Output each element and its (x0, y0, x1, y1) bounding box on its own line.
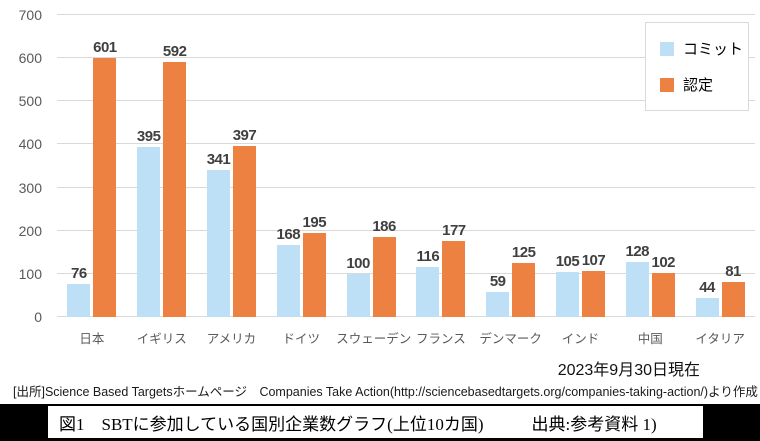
bar-value-label: 195 (302, 213, 327, 231)
bar-group: 116 177 (406, 15, 476, 317)
bar-value-label: 128 (625, 242, 650, 260)
bar-value-label: 105 (555, 252, 580, 270)
bar-commit: 168 (277, 226, 301, 317)
bar-certified: 107 (582, 252, 606, 317)
x-axis-label: インド (561, 332, 600, 346)
y-axis-tick-label: 700 (18, 7, 42, 23)
gridline (57, 57, 755, 59)
bar-certified: 397 (233, 127, 257, 317)
bar-group: 100 186 (336, 15, 406, 317)
bar-value-label: 102 (651, 254, 676, 271)
bar-commit: 76 (67, 265, 91, 317)
chart-legend: コミット 認定 (645, 22, 749, 111)
bar-group: 341 397 (197, 15, 267, 317)
bar-certified: 601 (93, 39, 117, 317)
gridline (57, 316, 755, 317)
y-axis-tick-label: 500 (18, 93, 42, 110)
bar-commit: 44 (695, 279, 719, 317)
bar-commit: 341 (207, 151, 231, 317)
bar-commit: 116 (416, 248, 440, 317)
bar-commit: 59 (486, 273, 510, 317)
bar-group: 76 601 (57, 15, 127, 317)
bar-group: 59 125 (476, 15, 546, 317)
y-axis-tick-label: 300 (18, 179, 42, 196)
bar-commit: 105 (556, 253, 580, 317)
bar-value-label: 341 (206, 150, 231, 168)
bar-certified: 186 (372, 218, 396, 317)
date-note: 2023年9月30日現在 (557, 362, 700, 379)
caption-strip: 図1 SBTに参加している国別企業数グラフ(上位10カ国) 出典:参考資料 1) (0, 404, 760, 441)
caption-title: 図1 SBTに参加している国別企業数グラフ(上位10カ国) (59, 414, 484, 434)
bar-value-label: 76 (71, 265, 87, 283)
y-axis-tick-label: 200 (18, 222, 42, 239)
y-axis-tick-label: 0 (34, 309, 42, 325)
x-axis-label: イギリス (136, 332, 187, 346)
x-axis-label: イタリア (695, 332, 745, 346)
bar-value-label: 397 (232, 126, 257, 144)
y-axis-tick-label: 400 (18, 136, 42, 153)
legend-item-certified: 認定 (660, 74, 748, 95)
caption-source: 出典:参考資料 1) (531, 414, 657, 434)
bar-value-label: 177 (442, 221, 466, 239)
legend-swatch-certified (660, 77, 674, 92)
bar-value-label: 116 (416, 247, 440, 265)
gridline (57, 100, 755, 102)
x-axis-label: スウェーデン (336, 332, 412, 346)
gridline (57, 272, 755, 274)
bar-certified: 81 (721, 263, 745, 317)
bar-value-label: 186 (372, 217, 396, 235)
x-axis-label: 中国 (637, 332, 663, 346)
source-line: [出所]Science Based Targetsホームページ Companie… (13, 385, 758, 399)
bar-value-label: 44 (699, 279, 715, 297)
x-axis-label: ドイツ (282, 332, 321, 346)
x-axis-label: 日本 (79, 332, 105, 346)
bar-certified: 125 (512, 244, 536, 317)
bar-group: 128 102 (615, 15, 685, 317)
bar-group: 105 107 (546, 15, 616, 317)
bar-commit: 395 (137, 128, 161, 317)
bar-commit: 100 (346, 255, 370, 317)
bar-value-label: 107 (581, 251, 606, 269)
bar-value-label: 168 (276, 225, 301, 243)
bar-groups: 76 601 395 592 341 397 168 195 100 186 116 177 59 125… (57, 15, 755, 317)
bar-certified: 177 (442, 222, 466, 317)
legend-label-commit: コミット (683, 41, 744, 58)
gridline (57, 186, 755, 188)
bar-certified: 102 (652, 254, 676, 317)
bar-value-label: 59 (489, 272, 506, 290)
y-axis: 0 100 200 300 400 500 600 700 (0, 8, 46, 324)
x-axis-label: デンマーク (479, 332, 542, 346)
y-axis-tick-label: 100 (18, 265, 42, 282)
gridline (57, 143, 755, 145)
bar-value-label: 601 (93, 38, 117, 56)
gridline (57, 229, 755, 231)
bar-value-label: 81 (725, 263, 741, 281)
caption-box: 図1 SBTに参加している国別企業数グラフ(上位10カ国) 出典:参考資料 1) (48, 404, 703, 441)
bar-group: 44 81 (685, 15, 755, 317)
gridline (57, 14, 755, 15)
legend-item-commit: コミット (660, 38, 748, 59)
bar-certified: 592 (163, 43, 187, 317)
legend-swatch-commit (660, 41, 674, 56)
x-axis: 日本 イギリス アメリカ ドイツ スウェーデン フランス デンマーク インド 中国 イタリア (57, 328, 755, 347)
x-axis-label: フランス (416, 332, 466, 346)
bar-group: 168 195 (266, 15, 336, 317)
bar-value-label: 125 (511, 244, 536, 262)
bar-value-label: 100 (346, 254, 370, 272)
plot-area: 76 601 395 592 341 397 168 195 100 186 116 177 59 125… (57, 14, 755, 317)
bar-value-label: 592 (162, 42, 187, 60)
bar-certified: 195 (303, 214, 327, 317)
bar-group: 395 592 (127, 15, 197, 317)
y-axis-tick-label: 600 (18, 50, 42, 67)
bar-commit: 128 (626, 243, 650, 317)
legend-label-certified: 認定 (683, 77, 714, 94)
bar-value-label: 395 (136, 127, 161, 145)
x-axis-label: アメリカ (206, 332, 257, 346)
